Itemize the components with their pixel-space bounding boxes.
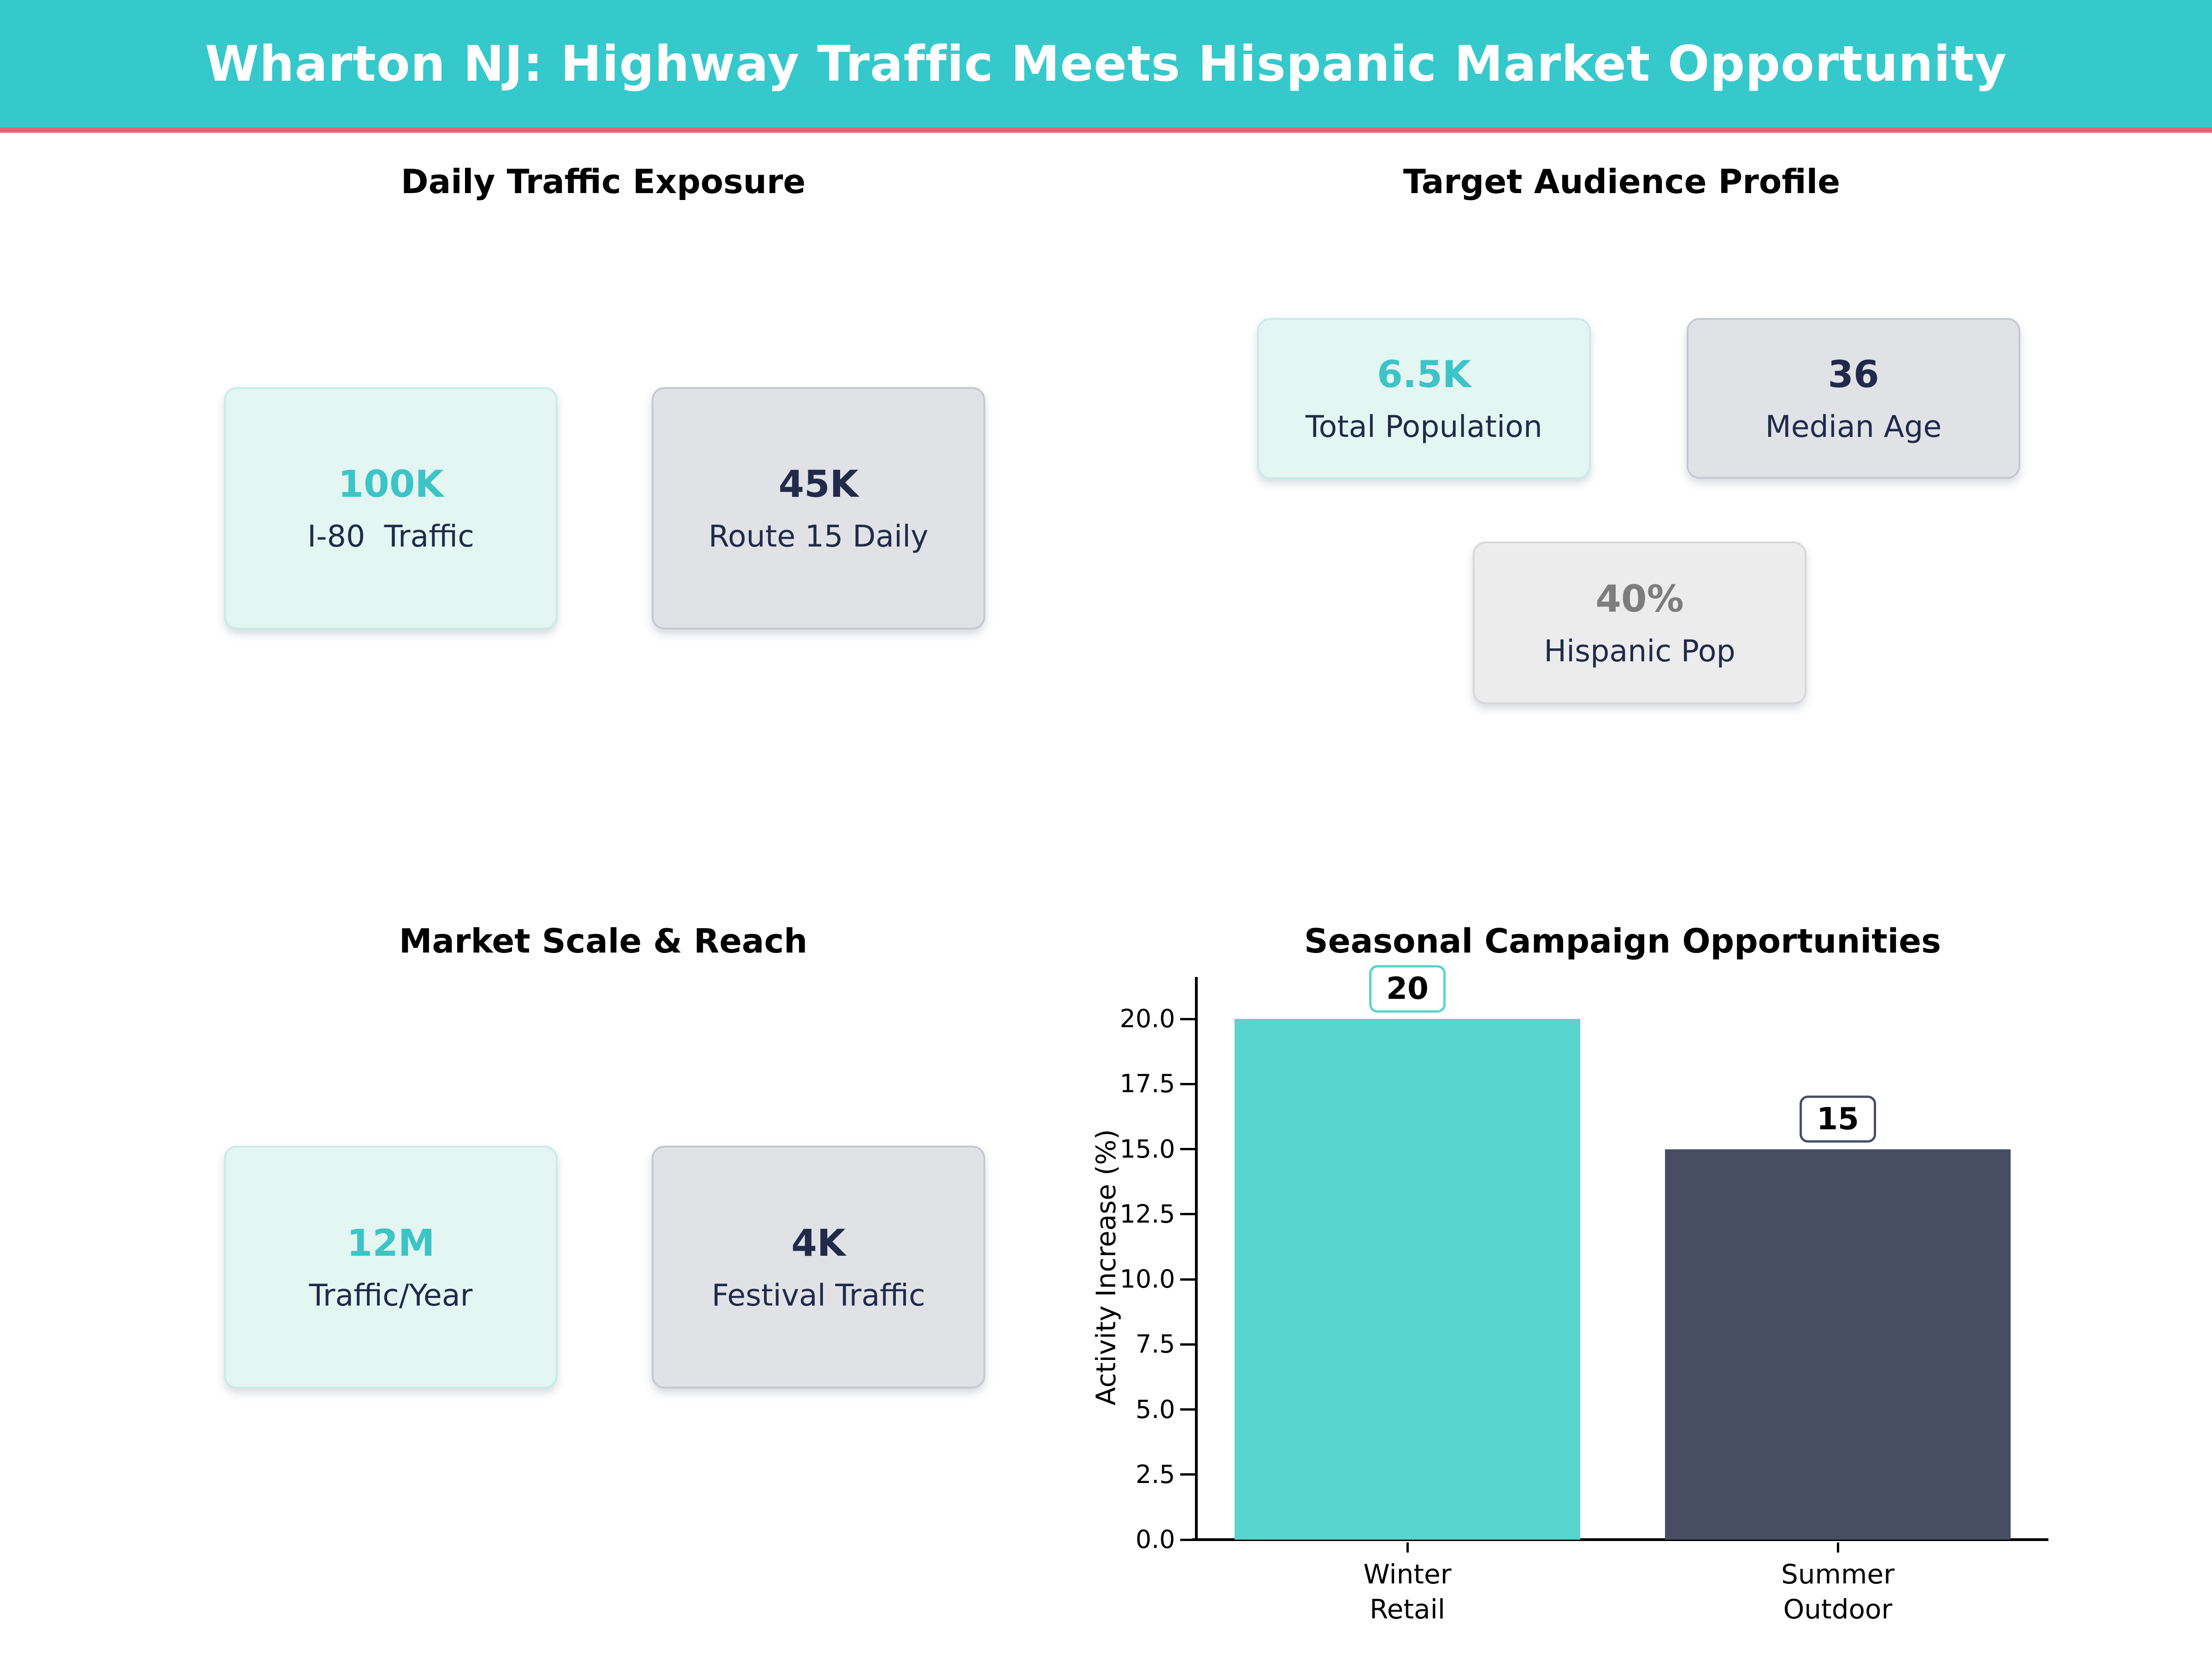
y-axis-title: Activity Increase (%): [1090, 1129, 1122, 1406]
y-tick-mark: [1180, 1538, 1195, 1541]
x-category-label-summer-outdoor: Summer Outdoor: [1677, 1557, 1999, 1627]
x-axis-spine: [1192, 1538, 2048, 1541]
y-axis-spine: [1195, 977, 1198, 1541]
stat-label: Festival Traffic: [712, 1278, 925, 1313]
x-category-line: Retail: [1370, 1594, 1445, 1625]
stat-card-route15-daily: 45K Route 15 Daily: [652, 387, 985, 629]
stat-card-median-age: 36 Median Age: [1687, 318, 2020, 479]
header-accent-bar: [0, 128, 2212, 133]
stat-card-total-population: 6.5K Total Population: [1257, 318, 1591, 479]
y-tick-mark: [1180, 1408, 1195, 1411]
stat-label: I-80 Traffic: [307, 519, 474, 554]
stat-card-festival-traffic: 4K Festival Traffic: [652, 1146, 985, 1388]
y-tick-label: 20.0: [1119, 1004, 1175, 1033]
y-tick-mark: [1180, 1018, 1195, 1020]
y-tick-label: 7.5: [1135, 1330, 1175, 1359]
section-title-target-audience: Target Audience Profile: [1403, 162, 1841, 201]
stat-value: 36: [1828, 353, 1879, 396]
x-category-line: Summer: [1781, 1559, 1895, 1590]
x-category-label-winter-retail: Winter Retail: [1246, 1557, 1569, 1627]
stat-label: Traffic/Year: [309, 1278, 473, 1313]
section-title-seasonal-campaign: Seasonal Campaign Opportunities: [1304, 922, 1941, 960]
y-tick-label: 2.5: [1135, 1459, 1175, 1489]
stat-card-hispanic-pop: 40% Hispanic Pop: [1473, 541, 1806, 704]
stat-value: 40%: [1595, 577, 1684, 620]
y-tick-label: 0.0: [1135, 1525, 1175, 1554]
x-tick-mark: [1836, 1542, 1839, 1553]
y-tick-mark: [1180, 1278, 1195, 1281]
stat-label: Hispanic Pop: [1544, 634, 1735, 669]
stat-card-traffic-year: 12M Traffic/Year: [224, 1146, 558, 1388]
stat-value: 12M: [347, 1221, 435, 1265]
bar-value-label-winter-retail: 20: [1369, 965, 1446, 1012]
stat-card-i80-traffic: 100K I-80 Traffic: [224, 387, 558, 629]
y-tick-mark: [1180, 1213, 1195, 1216]
stat-value: 100K: [338, 463, 444, 506]
y-tick-mark: [1180, 1343, 1195, 1346]
y-tick-label: 12.5: [1119, 1199, 1175, 1229]
y-tick-mark: [1180, 1082, 1195, 1085]
stat-label: Route 15 Daily: [708, 519, 929, 554]
x-category-line: Outdoor: [1783, 1594, 1893, 1625]
bar-summer-outdoor: [1665, 1149, 2011, 1540]
stat-value: 4K: [791, 1221, 846, 1265]
header-banner: Wharton NJ: Highway Traffic Meets Hispan…: [0, 0, 2212, 128]
bar-value-label-summer-outdoor: 15: [1800, 1095, 1876, 1143]
y-tick-mark: [1180, 1148, 1195, 1150]
page-title: Wharton NJ: Highway Traffic Meets Hispan…: [205, 35, 2007, 92]
x-tick-mark: [1406, 1542, 1409, 1553]
stat-label: Total Population: [1306, 409, 1542, 444]
y-tick-label: 10.0: [1119, 1265, 1175, 1294]
y-tick-label: 15.0: [1119, 1134, 1175, 1164]
stat-label: Median Age: [1765, 409, 1942, 444]
section-title-daily-traffic: Daily Traffic Exposure: [400, 162, 806, 201]
section-title-market-scale: Market Scale & Reach: [399, 922, 808, 960]
x-category-line: Winter: [1363, 1559, 1452, 1590]
y-tick-mark: [1180, 1473, 1195, 1476]
bar-winter-retail: [1235, 1019, 1580, 1540]
y-tick-label: 5.0: [1135, 1394, 1175, 1424]
stat-value: 6.5K: [1377, 353, 1471, 396]
stat-value: 45K: [778, 463, 859, 506]
y-tick-label: 17.5: [1119, 1069, 1175, 1099]
